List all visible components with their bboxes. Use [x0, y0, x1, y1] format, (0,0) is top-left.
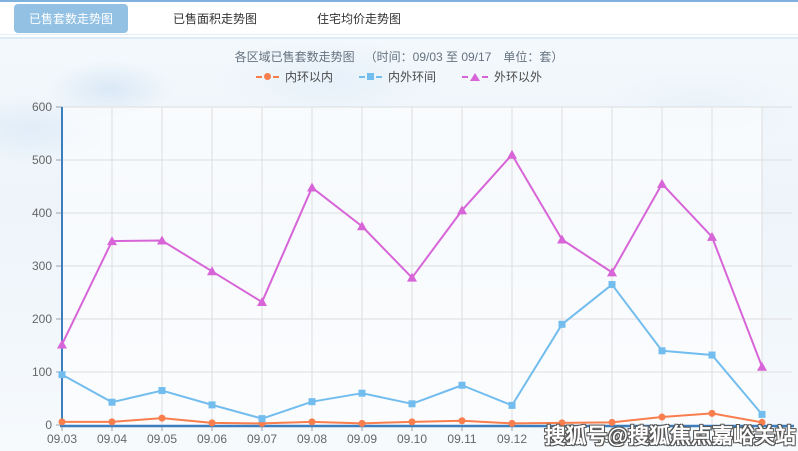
svg-text:09.03: 09.03: [47, 432, 77, 446]
chart-params: （时间：09/03 至 09/17 单位：套）: [364, 50, 564, 64]
circle-marker-icon: [255, 73, 279, 80]
svg-text:09.09: 09.09: [347, 432, 377, 446]
legend-label: 内环以内: [284, 70, 333, 84]
svg-text:500: 500: [32, 153, 52, 167]
svg-text:600: 600: [32, 100, 52, 114]
chart-panel: 各区域已售套数走势图 （时间：09/03 至 09/17 单位：套） 内环以内 内…: [0, 37, 798, 451]
svg-text:09.07: 09.07: [247, 432, 277, 446]
svg-text:100: 100: [32, 365, 52, 379]
svg-text:0: 0: [45, 418, 52, 432]
chart-tab-bar: 已售套数走势图 已售面积走势图 住宅均价走势图: [0, 2, 798, 35]
svg-text:09.15: 09.15: [647, 432, 677, 446]
chart-title: 各区域已售套数走势图: [234, 50, 355, 64]
svg-text:09.12: 09.12: [497, 432, 527, 446]
svg-text:400: 400: [32, 206, 52, 220]
legend-item-outer-ring[interactable]: 外环以外: [462, 68, 542, 85]
svg-text:09.05: 09.05: [147, 432, 177, 446]
svg-text:09.16: 09.16: [697, 432, 727, 446]
legend-item-mid-ring[interactable]: 内外环间: [358, 68, 436, 85]
legend-label: 内外环间: [387, 70, 436, 84]
tab-avg-price-trend[interactable]: 住宅均价走势图: [317, 11, 402, 26]
svg-text:09.11: 09.11: [447, 432, 476, 446]
tab-sold-units-trend[interactable]: 已售套数走势图: [14, 3, 129, 33]
svg-text:09.14: 09.14: [597, 432, 627, 446]
svg-text:09.13: 09.13: [547, 432, 577, 446]
chart-title-row: 各区域已售套数走势图 （时间：09/03 至 09/17 单位：套）: [0, 48, 798, 65]
legend-label: 外环以外: [494, 70, 543, 84]
svg-text:09.04: 09.04: [97, 432, 127, 446]
legend-item-inner-ring[interactable]: 内环以内: [255, 68, 333, 85]
square-marker-icon: [358, 73, 382, 80]
svg-text:09.08: 09.08: [297, 432, 327, 446]
triangle-marker-icon: [462, 72, 488, 81]
trend-line-chart: 0 100 200 300 400 500 600 09.03 09.04 09.05 09.06 0…: [32, 100, 794, 446]
sohu-watermark: 搜狐号@搜狐焦点嘉峪关站: [544, 424, 797, 448]
svg-text:200: 200: [32, 312, 52, 326]
svg-text:300: 300: [32, 259, 52, 273]
tab-sold-area-trend[interactable]: 已售面积走势图: [173, 11, 258, 26]
svg-text:09.10: 09.10: [397, 432, 427, 446]
svg-text:09.17: 09.17: [747, 432, 777, 446]
chart-legend: 内环以内 内外环间 外环以外: [0, 68, 798, 85]
svg-text:09.06: 09.06: [197, 432, 227, 446]
